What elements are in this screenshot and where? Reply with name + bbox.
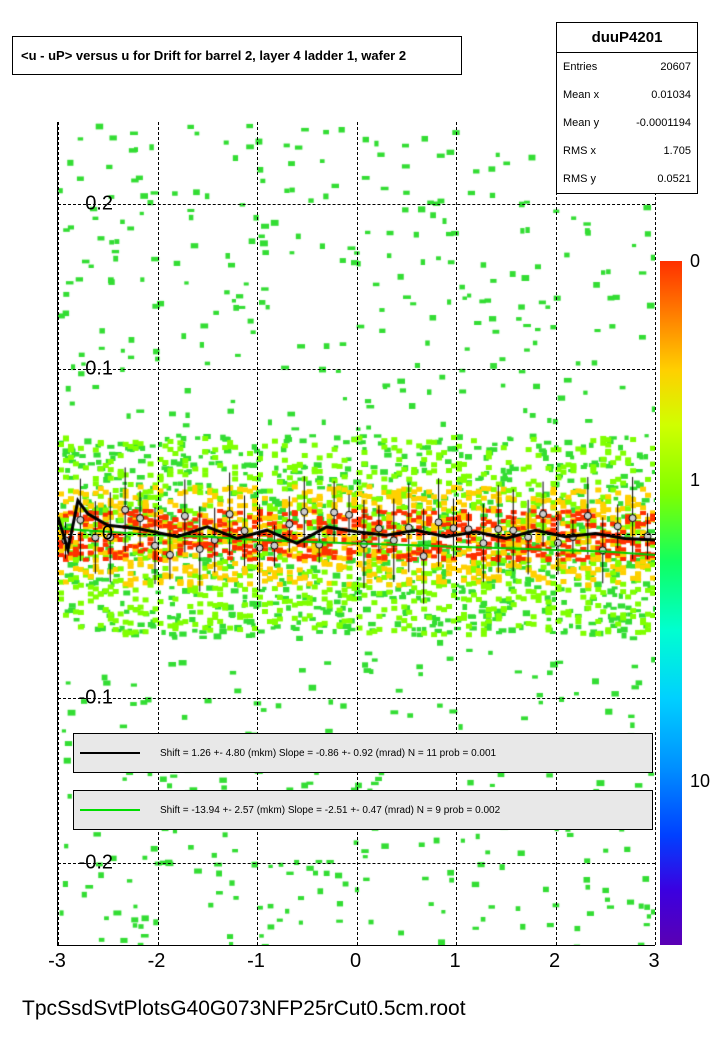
legend-line-swatch xyxy=(80,752,140,754)
stats-label: RMS y xyxy=(563,173,596,185)
colorbar xyxy=(660,261,682,945)
stats-rmsy: RMS y 0.0521 xyxy=(557,165,697,193)
legend-text: Shift = 1.26 +- 4.80 (mkm) Slope = -0.86… xyxy=(160,748,496,759)
stats-box: duuP4201 Entries 20607 Mean x 0.01034 Me… xyxy=(556,22,698,194)
legend-line-swatch xyxy=(80,809,140,811)
stats-meanx: Mean x 0.01034 xyxy=(557,81,697,109)
x-tick-label: 0 xyxy=(350,950,361,973)
x-tick-label: 1 xyxy=(449,950,460,973)
plot-title-box: <u - uP> versus u for Drift for barrel 2… xyxy=(12,36,462,75)
stats-value: 0.01034 xyxy=(651,89,691,101)
stats-meany: Mean y -0.0001194 xyxy=(557,109,697,137)
legend-line-2: Shift = -13.94 +- 2.57 (mkm) Slope = -2.… xyxy=(73,790,653,830)
stats-value: 1.705 xyxy=(663,145,691,157)
plot-title: <u - uP> versus u for Drift for barrel 2… xyxy=(21,48,406,63)
stats-entries: Entries 20607 xyxy=(557,53,697,81)
y-tick-label: 0 xyxy=(102,522,113,545)
x-tick-label: 3 xyxy=(648,950,659,973)
legend-text: Shift = -13.94 +- 2.57 (mkm) Slope = -2.… xyxy=(160,805,500,816)
grid-line-v xyxy=(58,122,59,945)
x-tick-label: -2 xyxy=(148,950,166,973)
y-tick-label: 0.1 xyxy=(85,357,113,380)
colorbar-tick-label: 10 xyxy=(690,771,710,792)
stats-value: 0.0521 xyxy=(657,173,691,185)
grid-line-v xyxy=(655,122,656,945)
stats-value: -0.0001194 xyxy=(636,117,691,129)
stats-label: Mean y xyxy=(563,117,599,129)
colorbar-tick-label: 1 xyxy=(690,470,700,491)
y-tick-label: -0.1 xyxy=(79,687,113,710)
stats-name: duuP4201 xyxy=(557,23,697,53)
stats-label: Mean x xyxy=(563,89,599,101)
stats-label: Entries xyxy=(563,61,597,73)
footer-filename: TpcSsdSvtPlotsG40G073NFP25rCut0.5cm.root xyxy=(22,997,466,1021)
stats-rmsx: RMS x 1.705 xyxy=(557,137,697,165)
stats-label: RMS x xyxy=(563,145,596,157)
legend-line-1: Shift = 1.26 +- 4.80 (mkm) Slope = -0.86… xyxy=(73,733,653,773)
x-tick-label: 2 xyxy=(549,950,560,973)
colorbar-tick-label: 0 xyxy=(690,251,700,272)
x-tick-label: -3 xyxy=(48,950,66,973)
y-tick-label: -0.2 xyxy=(79,851,113,874)
stats-value: 20607 xyxy=(660,61,691,73)
x-tick-label: -1 xyxy=(247,950,265,973)
y-tick-label: 0.2 xyxy=(85,193,113,216)
